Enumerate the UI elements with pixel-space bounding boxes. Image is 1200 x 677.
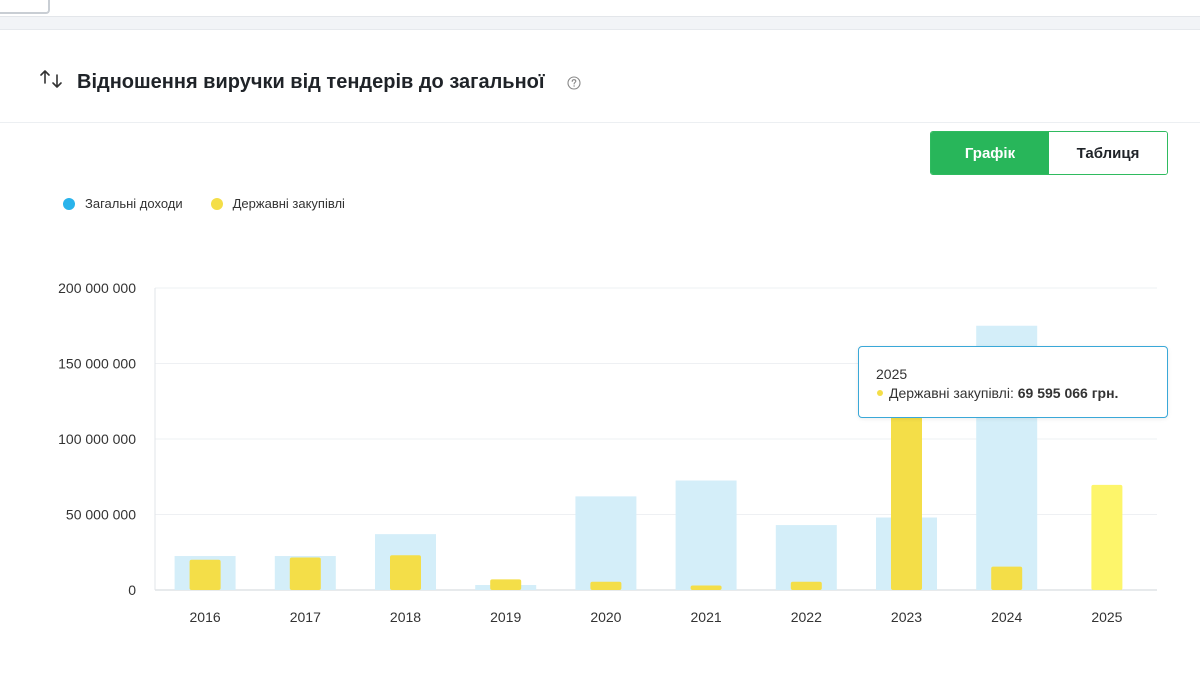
legend-item-state-procurement[interactable]: Державні закупівлі xyxy=(210,196,345,211)
bar-state-procurement-2016[interactable] xyxy=(189,559,221,590)
chart-view-button[interactable]: Графік xyxy=(931,132,1049,174)
chart-tooltip: 2025 Державні закупівлі: 69 595 066 грн. xyxy=(858,346,1168,418)
x-tick-label: 2023 xyxy=(891,609,922,625)
x-tick-label: 2022 xyxy=(791,609,822,625)
y-tick-label: 50 000 000 xyxy=(66,507,136,523)
x-tick-label: 2025 xyxy=(1091,609,1122,625)
legend-dot-total-income xyxy=(63,197,75,210)
card-title: Відношення виручки від тендерів до загал… xyxy=(77,71,545,93)
bar-state-procurement-2021[interactable] xyxy=(690,585,722,590)
tooltip-series-dot xyxy=(877,390,883,397)
x-tick-label: 2021 xyxy=(691,609,722,625)
table-view-button[interactable]: Таблиця xyxy=(1049,132,1167,174)
view-toggle: Графік Таблиця xyxy=(930,131,1168,175)
legend-dot-state-procurement xyxy=(210,197,223,210)
x-tick-label: 2016 xyxy=(190,609,221,625)
tooltip-year: 2025 xyxy=(876,366,908,382)
x-tick-label: 2017 xyxy=(290,609,321,625)
bar-total-income-2022[interactable] xyxy=(775,525,837,590)
tooltip-row: Державні закупівлі: 69 595 066 грн. xyxy=(876,383,1167,403)
chart-legend: Загальні доходи Державні закупівлі xyxy=(63,196,373,211)
bar-state-procurement-2022[interactable] xyxy=(790,581,822,590)
bar-state-procurement-2020[interactable] xyxy=(590,581,622,590)
y-tick-label: 150 000 000 xyxy=(58,356,136,372)
card-header: Відношення виручки від тендерів до загал… xyxy=(0,30,1200,123)
question-circle-icon[interactable] xyxy=(567,76,581,90)
y-tick-label: 100 000 000 xyxy=(58,431,136,447)
bar-state-procurement-2025[interactable] xyxy=(1091,484,1123,590)
x-tick-label: 2019 xyxy=(490,609,521,625)
bar-total-income-2020[interactable] xyxy=(575,496,637,590)
bar-state-procurement-2018[interactable] xyxy=(390,555,421,590)
top-panel-corner xyxy=(0,0,50,14)
x-tick-label: 2024 xyxy=(991,609,1022,625)
tooltip-value: 69 595 066 грн. xyxy=(1017,385,1119,401)
bar-total-income-2021[interactable] xyxy=(675,480,737,590)
x-tick-label: 2018 xyxy=(390,609,421,625)
x-tick-label: 2020 xyxy=(590,609,621,625)
bar-state-procurement-2024[interactable] xyxy=(991,566,1023,590)
legend-label-state-procurement: Державні закупівлі xyxy=(232,196,345,211)
bar-state-procurement-2023[interactable] xyxy=(891,411,922,590)
bar-state-procurement-2019[interactable] xyxy=(490,579,522,590)
bar-state-procurement-2017[interactable] xyxy=(289,557,321,590)
sort-arrows-icon xyxy=(40,70,62,88)
top-panel-edge xyxy=(0,0,1200,17)
tooltip-series-label: Державні закупівлі: xyxy=(889,385,1018,401)
y-tick-label: 200 000 000 xyxy=(58,280,136,296)
y-tick-label: 0 xyxy=(128,582,136,598)
legend-item-total-income[interactable]: Загальні доходи xyxy=(63,196,183,211)
legend-label-total-income: Загальні доходи xyxy=(85,196,183,211)
